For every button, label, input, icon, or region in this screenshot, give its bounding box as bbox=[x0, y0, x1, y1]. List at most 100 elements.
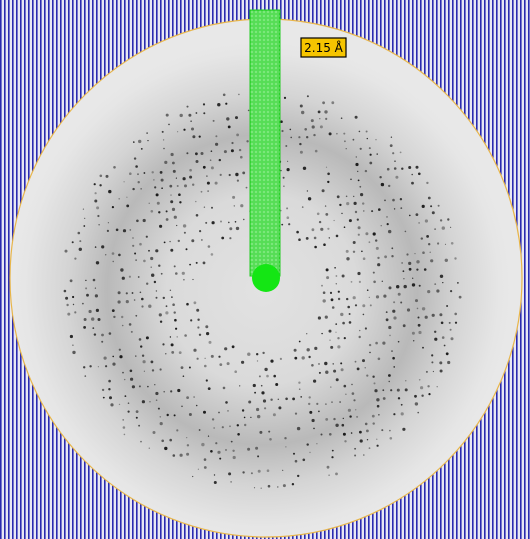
spot bbox=[229, 237, 231, 239]
spot bbox=[426, 371, 428, 373]
spot bbox=[165, 353, 166, 354]
spot bbox=[437, 386, 438, 387]
spot bbox=[283, 484, 286, 487]
spot bbox=[434, 331, 436, 333]
spot bbox=[183, 129, 185, 131]
spot bbox=[122, 372, 124, 374]
spot bbox=[360, 439, 363, 442]
spot bbox=[322, 189, 325, 192]
spot bbox=[72, 344, 74, 346]
spot bbox=[373, 281, 376, 284]
spot bbox=[183, 224, 186, 227]
spot bbox=[278, 399, 279, 400]
spot bbox=[229, 174, 231, 176]
spot bbox=[159, 313, 162, 316]
spot bbox=[236, 227, 239, 230]
spot bbox=[320, 125, 323, 128]
spot bbox=[428, 243, 430, 245]
spot bbox=[196, 214, 199, 217]
spot bbox=[416, 269, 418, 271]
spot bbox=[186, 437, 187, 438]
spot bbox=[211, 150, 213, 152]
spot bbox=[141, 305, 143, 307]
spot bbox=[375, 342, 378, 345]
spot bbox=[439, 361, 442, 364]
spot bbox=[336, 275, 338, 277]
spot bbox=[135, 355, 136, 356]
spot bbox=[135, 315, 137, 317]
spot bbox=[362, 304, 365, 307]
spot bbox=[162, 131, 164, 133]
spot bbox=[355, 361, 357, 363]
spot bbox=[170, 249, 173, 252]
spot bbox=[378, 208, 381, 211]
spot bbox=[340, 313, 343, 316]
spot bbox=[393, 366, 395, 368]
spot bbox=[336, 283, 337, 284]
spot bbox=[144, 371, 145, 372]
spot bbox=[377, 153, 378, 154]
spot bbox=[186, 303, 189, 306]
spot bbox=[125, 395, 127, 397]
spot bbox=[325, 118, 327, 120]
spot bbox=[321, 285, 323, 287]
spot bbox=[79, 240, 81, 242]
spot bbox=[138, 276, 140, 278]
spot bbox=[388, 230, 391, 233]
spot bbox=[174, 311, 176, 313]
spot bbox=[189, 176, 192, 179]
spot bbox=[105, 254, 106, 255]
spot bbox=[109, 396, 112, 399]
spot bbox=[297, 475, 299, 477]
spot bbox=[373, 422, 375, 424]
spot bbox=[362, 202, 364, 204]
spot bbox=[228, 472, 231, 475]
spot bbox=[418, 222, 420, 224]
spot bbox=[370, 154, 372, 156]
spot bbox=[203, 112, 205, 114]
spot bbox=[426, 235, 429, 238]
spot bbox=[381, 225, 382, 226]
spot bbox=[177, 389, 180, 392]
spot bbox=[393, 301, 395, 303]
spot bbox=[417, 412, 419, 414]
spot bbox=[450, 227, 451, 228]
spot bbox=[154, 281, 156, 283]
spot bbox=[344, 226, 346, 228]
spot bbox=[195, 201, 196, 202]
spot bbox=[393, 413, 395, 415]
spot bbox=[133, 141, 135, 143]
spot bbox=[301, 111, 304, 114]
spot bbox=[383, 397, 386, 400]
spot bbox=[152, 171, 154, 173]
spot bbox=[359, 336, 361, 338]
spot bbox=[184, 184, 187, 187]
spot bbox=[346, 298, 348, 300]
spot bbox=[83, 326, 86, 329]
spot bbox=[454, 313, 457, 316]
spot bbox=[418, 331, 421, 334]
spot bbox=[340, 362, 342, 364]
spot bbox=[223, 387, 226, 390]
spot bbox=[158, 408, 160, 410]
spot bbox=[163, 297, 165, 299]
spot bbox=[210, 450, 213, 453]
spot bbox=[233, 456, 236, 459]
spot bbox=[156, 193, 159, 196]
spot bbox=[184, 334, 187, 337]
spot bbox=[376, 439, 377, 440]
spot bbox=[346, 196, 348, 198]
spot bbox=[400, 152, 402, 154]
spot bbox=[208, 387, 211, 390]
spot bbox=[417, 308, 419, 310]
spot bbox=[101, 341, 103, 343]
spot bbox=[118, 254, 121, 257]
spot bbox=[139, 338, 142, 341]
spot bbox=[403, 278, 404, 279]
spot bbox=[168, 124, 170, 126]
spot bbox=[135, 259, 137, 261]
spot bbox=[375, 239, 377, 241]
spot bbox=[234, 205, 235, 206]
spot bbox=[377, 257, 379, 259]
spot bbox=[422, 347, 424, 349]
